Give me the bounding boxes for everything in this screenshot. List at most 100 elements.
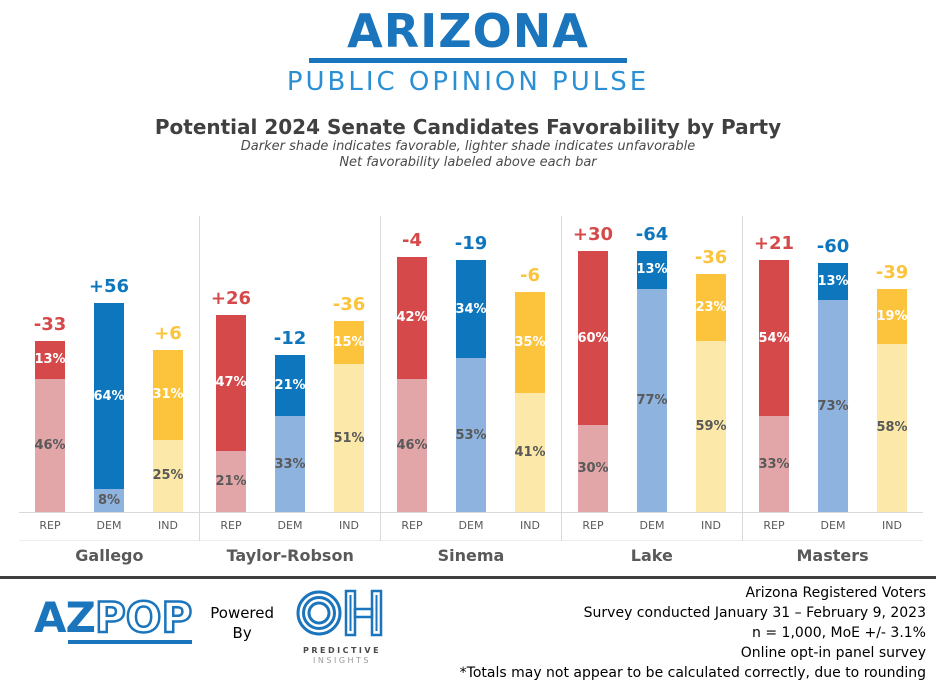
powered-by-label: Powered By (210, 603, 274, 644)
favorable-segment: 60% (578, 251, 608, 425)
favorable-segment: 34% (456, 260, 486, 359)
party-axis-labels: REP DEM IND (562, 512, 742, 541)
candidate-name: Masters (742, 546, 923, 565)
net-favorability-label: +26 (196, 288, 266, 309)
unfavorable-segment: 33% (759, 416, 789, 512)
favorable-segment: 35% (515, 292, 545, 394)
party-axis-labels: REP DEM IND (743, 512, 923, 541)
unfavorable-segment: 8% (94, 489, 124, 512)
party-tick-label: DEM (818, 519, 848, 532)
unfavorable-segment: 59% (696, 341, 726, 512)
footer-note-line: Online opt-in panel survey (460, 643, 926, 663)
party-tick-label: DEM (456, 519, 486, 532)
oh-predictive-insights-logo: PREDICTIVE INSIGHTS (296, 587, 388, 665)
net-favorability-label: -12 (255, 328, 325, 349)
favorable-segment: 13% (35, 341, 65, 379)
unfavorable-segment: 46% (397, 379, 427, 512)
chart-subtitle-line-1: Darker shade indicates favorable, lighte… (0, 139, 936, 156)
party-tick-label: REP (759, 519, 789, 532)
party-tick-label: IND (334, 519, 364, 532)
candidate-name: Sinema (381, 546, 562, 565)
net-favorability-label: -19 (436, 233, 506, 254)
net-favorability-label: -36 (314, 294, 384, 315)
footer-note-line: n = 1,000, MoE +/- 3.1% (460, 623, 926, 643)
net-favorability-label: -64 (617, 224, 687, 245)
favorable-segment: 13% (637, 251, 667, 289)
favorable-segment: 19% (877, 289, 907, 344)
net-favorability-label: -33 (15, 314, 85, 335)
party-tick-label: DEM (275, 519, 305, 532)
oh-logo-insights-label: INSIGHTS (296, 656, 388, 665)
party-tick-label: IND (515, 519, 545, 532)
favorable-segment: 15% (334, 321, 364, 365)
party-axis-labels: REP DEM IND (381, 512, 561, 541)
footer-notes: Arizona Registered Voters Survey conduct… (460, 583, 926, 683)
footer-note-line: Survey conducted January 31 – February 9… (460, 603, 926, 623)
unfavorable-segment: 21% (216, 451, 246, 512)
oh-logo-icon (296, 587, 388, 639)
favorable-segment: 31% (153, 350, 183, 440)
party-tick-label: IND (153, 519, 183, 532)
footer-note-line: *Totals may not appear to be calculated … (460, 663, 926, 683)
favorable-segment: 21% (275, 355, 305, 416)
net-favorability-label: -36 (676, 247, 746, 268)
party-tick-label: DEM (94, 519, 124, 532)
net-favorability-label: -39 (857, 262, 927, 283)
net-favorability-label: -6 (495, 265, 565, 286)
arizona-logo-underline (309, 58, 627, 63)
unfavorable-segment: 58% (877, 344, 907, 512)
unfavorable-segment: 25% (153, 440, 183, 513)
azpop-logo-pop: POP (95, 593, 192, 642)
party-tick-label: IND (696, 519, 726, 532)
unfavorable-segment: 51% (334, 364, 364, 512)
party-tick-label: REP (578, 519, 608, 532)
party-tick-label: IND (877, 519, 907, 532)
candidate-name: Taylor-Robson (200, 546, 381, 565)
net-favorability-label: -60 (798, 236, 868, 257)
footer-note-line: Arizona Registered Voters (460, 583, 926, 603)
favorable-segment: 47% (216, 315, 246, 451)
arizona-logo-subtitle: PUBLIC OPINION PULSE (0, 67, 936, 97)
unfavorable-segment: 41% (515, 393, 545, 512)
favorable-segment: 13% (818, 263, 848, 301)
arizona-logo-title: ARIZONA (0, 6, 936, 57)
net-favorability-label: +56 (74, 276, 144, 297)
unfavorable-segment: 77% (637, 289, 667, 512)
unfavorable-segment: 53% (456, 358, 486, 512)
net-favorability-label: +6 (133, 323, 203, 344)
azpop-logo-underline (68, 640, 192, 644)
favorable-segment: 42% (397, 257, 427, 379)
favorable-segment: 64% (94, 303, 124, 489)
party-tick-label: DEM (637, 519, 667, 532)
unfavorable-segment: 46% (35, 379, 65, 512)
party-tick-label: REP (397, 519, 427, 532)
oh-logo-predictive-label: PREDICTIVE (296, 646, 388, 655)
